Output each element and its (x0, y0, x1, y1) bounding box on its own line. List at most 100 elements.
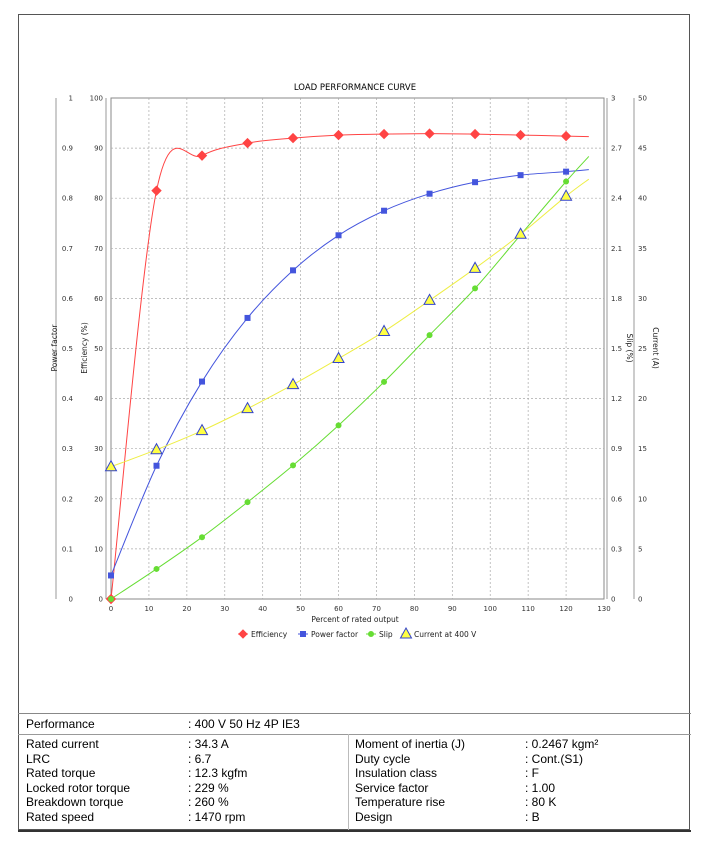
data-point-power-factor (290, 267, 297, 274)
spec-value: : 34.3 A (188, 737, 229, 751)
data-point-current-at-400-v (195, 423, 209, 436)
data-point-power-factor (335, 232, 342, 239)
data-point-efficiency (378, 128, 390, 140)
x-tick-label: 80 (410, 605, 419, 613)
spec-value: : 80 K (525, 795, 557, 809)
spec-value: : 1470 rpm (188, 809, 246, 824)
spec-value: : 12.3 kgfm (188, 766, 248, 780)
data-point-efficiency (333, 129, 344, 141)
data-point-current-at-400-v (332, 351, 345, 364)
x-tick-label: 130 (597, 605, 610, 613)
power-factor-tick-label: 0 (69, 596, 73, 604)
x-tick-label: 90 (448, 605, 457, 613)
data-point-efficiency (424, 128, 435, 139)
data-point-power-factor (563, 168, 570, 175)
data-point-efficiency (560, 130, 572, 142)
data-point-current-at-400-v (150, 442, 163, 455)
efficiency-tick-label: 70 (94, 245, 103, 253)
spec-value: : Cont.(S1) (525, 751, 584, 766)
slip-tick-label: 1.2 (611, 395, 622, 403)
data-point-current-at-400-v (286, 377, 300, 390)
power-factor-tick-label: 0.6 (62, 295, 74, 303)
data-point-efficiency (469, 128, 481, 140)
data-point-slip (108, 596, 114, 602)
data-point-power-factor (381, 207, 388, 214)
x-tick-label: 110 (521, 605, 534, 613)
x-tick-label: 70 (372, 605, 381, 613)
current-tick-label: 35 (638, 245, 647, 253)
efficiency-tick-label: 0 (99, 596, 103, 604)
data-point-power-factor (153, 462, 160, 469)
data-point-power-factor (426, 190, 433, 197)
spec-label: Rated torque (26, 766, 96, 780)
power-factor-tick-label: 1 (69, 95, 73, 103)
chart-frame (18, 14, 690, 830)
legend-circle-icon (368, 631, 374, 637)
slip-tick-label: 2.4 (611, 195, 623, 203)
current-tick-label: 30 (638, 295, 647, 303)
performance-value: : 400 V 50 Hz 4P IE3 (188, 717, 300, 731)
legend-label: Current at 400 V (414, 630, 477, 639)
x-tick-label: 30 (220, 605, 229, 613)
power-factor-tick-label: 0.8 (62, 195, 73, 203)
spec-label: LRC (26, 751, 51, 766)
data-point-efficiency (242, 137, 253, 149)
slip-tick-label: 0.3 (611, 545, 622, 553)
x-tick-label: 50 (296, 605, 305, 613)
power-factor-axis-label: Power factor (50, 324, 59, 372)
spec-label: Rated current (26, 737, 99, 751)
current-tick-label: 25 (638, 345, 647, 353)
performance-table: Performance : 400 V 50 Hz 4P IE3 Rated c… (18, 713, 691, 832)
data-point-efficiency (515, 129, 526, 141)
data-point-current-at-400-v (423, 293, 436, 305)
slip-tick-label: 0.6 (611, 495, 623, 503)
power-factor-tick-label: 0.3 (62, 445, 73, 453)
efficiency-tick-label: 40 (94, 395, 103, 403)
legend-square-icon (300, 631, 306, 637)
x-tick-label: 40 (258, 605, 267, 613)
spec-value: : B (525, 809, 540, 824)
efficiency-tick-label: 10 (94, 545, 103, 553)
data-point-slip (563, 178, 570, 185)
data-point-slip (335, 422, 342, 429)
current-axis-label: Current (A) (651, 327, 660, 369)
data-point-current-at-400-v (559, 189, 573, 201)
x-tick-label: 60 (334, 605, 343, 613)
efficiency-tick-label: 60 (94, 295, 103, 303)
power-factor-tick-label: 0.2 (62, 495, 73, 503)
data-point-current-at-400-v (104, 459, 118, 472)
table-bottom-border (18, 830, 691, 832)
spec-label: Temperature rise (355, 795, 446, 809)
power-factor-tick-label: 0.4 (62, 395, 74, 403)
data-point-slip (426, 332, 433, 339)
x-tick-label: 20 (182, 605, 191, 613)
slip-tick-label: 0 (611, 596, 615, 604)
efficiency-tick-label: 20 (94, 495, 103, 503)
data-point-slip (290, 462, 297, 469)
data-point-slip (381, 378, 388, 385)
spec-value: : 229 % (188, 780, 229, 795)
slip-tick-label: 1.8 (611, 295, 622, 303)
legend-triangle-icon (399, 626, 413, 639)
current-tick-label: 10 (638, 495, 647, 503)
data-point-efficiency (196, 150, 208, 161)
legend-diamond-icon (238, 629, 248, 639)
data-point-slip (244, 499, 251, 506)
data-point-slip (199, 534, 206, 541)
data-point-power-factor (108, 572, 114, 579)
data-point-power-factor (244, 314, 251, 321)
x-tick-label: 10 (144, 605, 153, 613)
spec-label: Rated speed (26, 809, 95, 824)
x-tick-label: 0 (109, 605, 113, 613)
spec-label: Design (355, 809, 393, 824)
chart-title: LOAD PERFORMANCE CURVE (294, 83, 416, 93)
spec-label: Insulation class (355, 766, 438, 780)
data-point-current-at-400-v (377, 324, 391, 336)
spec-value: : 0.2467 kgm² (525, 737, 599, 751)
current-tick-label: 0 (638, 596, 642, 604)
spec-label: Moment of inertia (J) (355, 737, 466, 751)
efficiency-tick-label: 80 (94, 195, 103, 203)
spec-label: Service factor (355, 780, 429, 795)
slip-tick-label: 2.1 (611, 245, 622, 253)
